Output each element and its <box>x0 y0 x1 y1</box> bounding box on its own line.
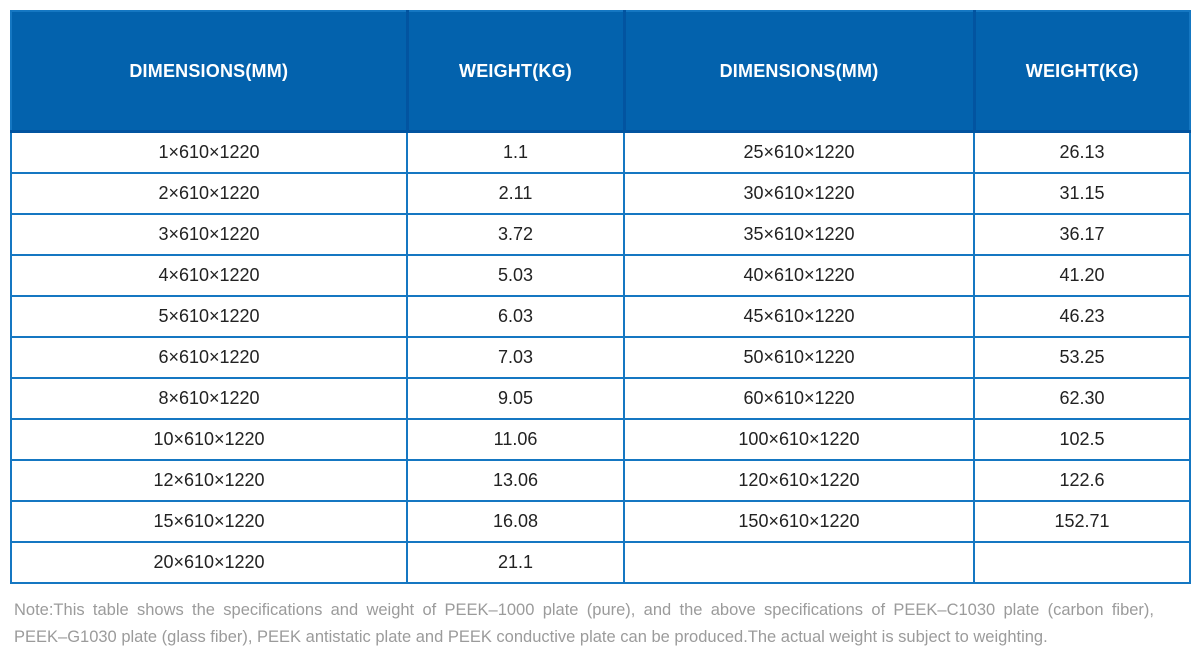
column-header-weight-right: WEIGHT(KG) <box>974 11 1191 133</box>
table-row: 2×610×1220 2.11 30×610×1220 31.15 <box>10 172 1191 215</box>
dimension-cell: 45×610×1220 <box>623 295 975 338</box>
weight-cell: 53.25 <box>973 336 1191 379</box>
table-row: 3×610×1220 3.72 35×610×1220 36.17 <box>10 213 1191 256</box>
weight-cell: 36.17 <box>973 213 1191 256</box>
dimension-cell: 150×610×1220 <box>623 500 975 543</box>
weight-cell: 41.20 <box>973 254 1191 297</box>
weight-cell: 1.1 <box>406 130 625 174</box>
dimension-cell: 100×610×1220 <box>623 418 975 461</box>
dimension-cell: 8×610×1220 <box>10 377 408 420</box>
dimension-cell: 30×610×1220 <box>623 172 975 215</box>
dimension-cell: 12×610×1220 <box>10 459 408 502</box>
dimension-cell: 60×610×1220 <box>623 377 975 420</box>
column-header-weight-left: WEIGHT(KG) <box>407 11 626 133</box>
dimension-cell: 40×610×1220 <box>623 254 975 297</box>
dimension-cell: 35×610×1220 <box>623 213 975 256</box>
table-row: 5×610×1220 6.03 45×610×1220 46.23 <box>10 295 1191 338</box>
weight-cell: 9.05 <box>406 377 625 420</box>
note-line-2: PEEK–G1030 plate (glass fiber), PEEK ant… <box>14 628 1048 647</box>
dimension-cell: 2×610×1220 <box>10 172 408 215</box>
weight-cell: 102.5 <box>973 418 1191 461</box>
weight-cell-empty <box>973 541 1191 584</box>
weight-cell: 46.23 <box>973 295 1191 338</box>
table-row: 1×610×1220 1.1 25×610×1220 26.13 <box>10 130 1191 174</box>
weight-cell: 62.30 <box>973 377 1191 420</box>
spec-table-header: DIMENSIONS(MM) WEIGHT(KG) DIMENSIONS(MM)… <box>11 11 1191 133</box>
dimension-cell: 5×610×1220 <box>10 295 408 338</box>
weight-cell: 5.03 <box>406 254 625 297</box>
weight-cell: 2.11 <box>406 172 625 215</box>
note-text: Note:This table shows the specifications… <box>14 597 1154 648</box>
dimension-cell: 15×610×1220 <box>10 500 408 543</box>
spec-table: DIMENSIONS(MM) WEIGHT(KG) DIMENSIONS(MM)… <box>10 10 1191 584</box>
weight-cell: 16.08 <box>406 500 625 543</box>
dimension-cell: 120×610×1220 <box>623 459 975 502</box>
weight-cell: 122.6 <box>973 459 1191 502</box>
dimension-cell: 3×610×1220 <box>10 213 408 256</box>
dimension-cell: 10×610×1220 <box>10 418 408 461</box>
dimension-cell: 50×610×1220 <box>623 336 975 379</box>
dimension-cell: 4×610×1220 <box>10 254 408 297</box>
weight-cell: 21.1 <box>406 541 625 584</box>
header-row: DIMENSIONS(MM) WEIGHT(KG) DIMENSIONS(MM)… <box>11 11 1191 133</box>
weight-cell: 13.06 <box>406 459 625 502</box>
table-row: 15×610×1220 16.08 150×610×1220 152.71 <box>10 500 1191 543</box>
column-header-dimensions-right: DIMENSIONS(MM) <box>624 11 976 133</box>
dimension-cell: 25×610×1220 <box>623 130 975 174</box>
table-row: 4×610×1220 5.03 40×610×1220 41.20 <box>10 254 1191 297</box>
weight-cell: 152.71 <box>973 500 1191 543</box>
column-header-dimensions-left: DIMENSIONS(MM) <box>11 11 409 133</box>
dimension-cell: 6×610×1220 <box>10 336 408 379</box>
spec-table-body: 1×610×1220 1.1 25×610×1220 26.13 2×610×1… <box>10 130 1191 584</box>
table-row: 8×610×1220 9.05 60×610×1220 62.30 <box>10 377 1191 420</box>
table-row: 10×610×1220 11.06 100×610×1220 102.5 <box>10 418 1191 461</box>
weight-cell: 11.06 <box>406 418 625 461</box>
table-row: 12×610×1220 13.06 120×610×1220 122.6 <box>10 459 1191 502</box>
weight-cell: 7.03 <box>406 336 625 379</box>
weight-cell: 26.13 <box>973 130 1191 174</box>
table-row: 6×610×1220 7.03 50×610×1220 53.25 <box>10 336 1191 379</box>
table-row: 20×610×1220 21.1 <box>10 541 1191 584</box>
note-line-1: Note:This table shows the specifications… <box>14 601 1154 619</box>
dimension-cell: 1×610×1220 <box>10 130 408 174</box>
weight-cell: 31.15 <box>973 172 1191 215</box>
weight-cell: 3.72 <box>406 213 625 256</box>
dimension-cell-empty <box>623 541 975 584</box>
dimension-cell: 20×610×1220 <box>10 541 408 584</box>
weight-cell: 6.03 <box>406 295 625 338</box>
